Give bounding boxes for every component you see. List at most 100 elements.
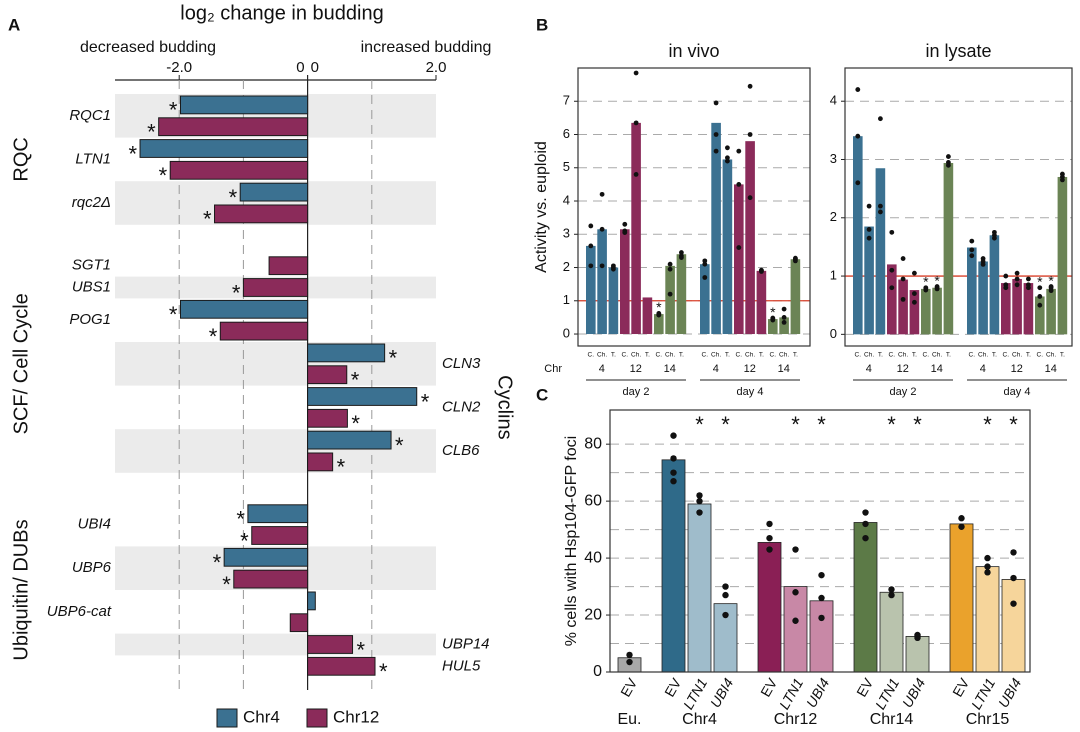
row-label: UBI4: [78, 516, 111, 533]
row-label: UBS1: [72, 278, 111, 295]
bar: [853, 136, 863, 335]
bar: [1001, 283, 1011, 335]
bar: [642, 297, 653, 335]
bar-label: T.: [912, 352, 917, 359]
y-axis-title: % cells with Hsp104-GFP foci: [563, 436, 580, 646]
data-point: [670, 469, 677, 476]
bar: [307, 365, 348, 385]
bar: [289, 613, 309, 633]
data-point: [889, 285, 895, 291]
data-point: [878, 116, 883, 122]
significance-star: *: [983, 412, 992, 437]
bar-label: C.: [736, 352, 743, 359]
data-point: [766, 534, 773, 542]
data-point: [702, 261, 708, 267]
bar: [790, 259, 801, 335]
data-point: [888, 586, 895, 593]
bar-label: T.: [878, 352, 883, 359]
bar-label: C.: [702, 352, 709, 359]
x-tick-label: 2.0: [426, 59, 447, 76]
bar-label: EV: [661, 675, 685, 700]
data-point: [912, 270, 917, 276]
data-point: [670, 455, 677, 462]
bar-label: T.: [946, 352, 951, 359]
data-point: [862, 520, 869, 528]
bar-label: T.: [1026, 352, 1031, 359]
group-label: Eu.: [617, 711, 641, 728]
data-point: [900, 276, 906, 282]
data-point: [626, 658, 633, 666]
data-point: [633, 172, 639, 177]
bar-label: EV: [853, 675, 877, 700]
bar: [943, 162, 954, 335]
data-point: [588, 263, 594, 269]
bar: [676, 254, 687, 335]
bar-label: C.: [588, 352, 595, 359]
data-point: [696, 509, 703, 516]
bar-label: Ch.: [978, 352, 988, 359]
bar: [239, 182, 309, 202]
bar-label: EV: [617, 675, 641, 700]
y-tick-label: 1: [563, 292, 570, 307]
bar: [586, 245, 596, 335]
bar: [631, 122, 641, 335]
data-point: [633, 120, 639, 126]
data-point: [722, 591, 729, 599]
data-point: [818, 614, 825, 622]
data-point: [1010, 549, 1017, 556]
significance-star: *: [656, 299, 662, 315]
row-label: POG1: [69, 311, 111, 328]
bar: [1057, 176, 1068, 335]
bar: [1012, 278, 1022, 335]
data-point: [969, 253, 975, 259]
data-point: [888, 591, 895, 599]
data-point: [679, 250, 684, 255]
bar-label: UBI4: [899, 675, 929, 710]
significance-star: *: [1048, 272, 1054, 288]
bar: [898, 279, 908, 335]
bar: [864, 226, 874, 335]
bar: [875, 168, 886, 335]
data-point: [736, 181, 742, 187]
significance-star: *: [389, 346, 398, 371]
bar-label: Ch.: [665, 352, 675, 359]
bar: [233, 569, 309, 589]
bar: [223, 547, 309, 567]
data-point: [946, 162, 951, 168]
x-tick-label: 0: [311, 59, 319, 76]
data-point: [713, 132, 719, 137]
bar-label: C.: [923, 352, 930, 359]
significance-star: *: [232, 280, 241, 305]
row-label: UBP6: [72, 559, 112, 576]
bar-label: LTN1: [968, 675, 998, 712]
bar: [1001, 579, 1026, 673]
bar-label: Ch.: [745, 352, 755, 359]
bar: [887, 264, 897, 335]
significance-star: *: [721, 412, 730, 437]
bar: [307, 430, 392, 450]
bar-label: Ch.: [864, 352, 874, 359]
data-point: [855, 133, 861, 139]
group-label: Chr15: [966, 711, 1010, 728]
data-point: [862, 534, 869, 542]
bar-label: LTN1: [776, 675, 806, 712]
data-point: [1048, 288, 1054, 294]
data-point: [855, 180, 861, 186]
plot-frame: [609, 409, 1031, 673]
bar: [307, 635, 354, 654]
data-point: [866, 235, 872, 241]
bar-label: Ch.: [711, 352, 721, 359]
bar: [809, 600, 834, 673]
bar: [608, 267, 619, 335]
y-axis-title: Activity vs. euploid: [533, 141, 550, 273]
data-point: [747, 83, 753, 89]
bar: [307, 408, 348, 428]
bar: [734, 184, 744, 335]
data-point: [818, 594, 825, 602]
axis-caption: decreased budding: [80, 39, 216, 56]
significance-star: *: [817, 412, 826, 437]
chromosome-label: 12: [630, 363, 642, 375]
